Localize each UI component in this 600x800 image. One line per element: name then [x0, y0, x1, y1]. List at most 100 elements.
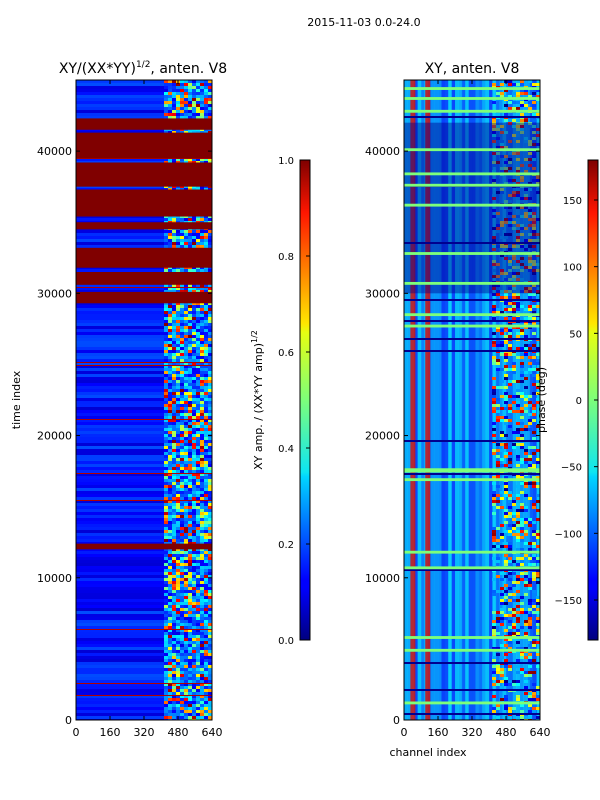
left-heat-cell — [76, 446, 164, 449]
right-heat-cell — [532, 332, 536, 335]
left-heat-cell — [168, 110, 172, 113]
left-heat-cell — [188, 113, 192, 116]
right-heat-cell — [516, 431, 520, 434]
left-heat-cell — [188, 344, 192, 347]
left-heat-cell — [184, 242, 188, 245]
right-heat-cell — [492, 305, 496, 308]
right-heat-cell — [508, 638, 512, 641]
right-heat-cell — [528, 614, 532, 617]
left-heat-cell — [204, 320, 208, 323]
left-heat-cell — [176, 365, 180, 368]
right-heat-cell — [512, 305, 516, 308]
right-heat-cell — [532, 590, 536, 593]
left-heat-cell — [192, 482, 196, 485]
right-heat-cell — [500, 674, 504, 677]
right-heat-cell — [504, 446, 508, 449]
right-heat-cell — [504, 359, 508, 362]
left-heat-cell — [168, 335, 172, 338]
left-heat-cell — [164, 497, 168, 500]
right-heat-cell — [504, 419, 508, 422]
right-heat-cell — [536, 296, 540, 299]
left-heat-cell — [192, 107, 196, 110]
right-heat-cell — [536, 632, 540, 635]
left-heat-cell — [208, 386, 212, 389]
left-heat-cell — [192, 689, 196, 692]
left-heat-cell — [192, 377, 196, 380]
right-heat-cell — [496, 92, 500, 95]
right-heat-cell — [508, 308, 512, 311]
left-heat-cell — [204, 656, 208, 659]
right-heat-cell — [516, 611, 520, 614]
right-channel-stripe — [468, 80, 473, 720]
right-heat-cell — [516, 191, 520, 194]
right-heat-cell — [532, 671, 536, 674]
left-heat-cell — [208, 482, 212, 485]
right-heat-cell — [516, 128, 520, 131]
left-heat-cell — [172, 419, 176, 422]
right-heat-cell — [524, 194, 528, 197]
left-heat-cell — [188, 458, 192, 461]
right-heat-cell — [532, 407, 536, 410]
right-heat-cell — [496, 245, 500, 248]
right-heat-cell — [532, 704, 536, 707]
left-heat-cell — [200, 338, 204, 341]
right-heat-cell — [520, 407, 524, 410]
right-heat-cell — [492, 134, 496, 137]
left-heat-cell — [196, 335, 200, 338]
right-heat-cell — [504, 335, 508, 338]
left-heat-cell — [192, 500, 196, 503]
left-heat-cell — [188, 89, 192, 92]
left-heat-line — [76, 287, 212, 288]
right-heat-cell — [528, 164, 532, 167]
right-heat-cell — [536, 290, 540, 293]
left-heat-line — [76, 473, 212, 474]
left-heat-cell — [164, 536, 168, 539]
left-heat-cell — [204, 665, 208, 668]
left-heat-cell — [188, 323, 192, 326]
right-heat-cell — [516, 530, 520, 533]
left-heat-cell — [208, 425, 212, 428]
left-heat-cell — [164, 86, 168, 89]
left-heat-cell — [200, 308, 204, 311]
right-heat-cell — [500, 680, 504, 683]
left-heat-cell — [184, 320, 188, 323]
left-heat-cell — [204, 563, 208, 566]
left-heat-cell — [76, 383, 164, 386]
left-heat-cell — [188, 317, 192, 320]
left-heat-cell — [192, 434, 196, 437]
left-heat-cell — [172, 611, 176, 614]
right-heat-cell — [524, 344, 528, 347]
left-heat-cell — [192, 422, 196, 425]
left-heat-cell — [176, 233, 180, 236]
right-heat-cell — [504, 653, 508, 656]
left-heat-cell — [180, 338, 184, 341]
left-heat-cell — [176, 92, 180, 95]
right-heat-cell — [504, 398, 508, 401]
left-heat-cell — [196, 557, 200, 560]
left-heat-cell — [176, 425, 180, 428]
right-heat-cell — [532, 353, 536, 356]
left-heat-cell — [188, 326, 192, 329]
left-heat-cell — [172, 389, 176, 392]
left-heat-cell — [168, 83, 172, 86]
right-heat-cell — [504, 698, 508, 701]
right-heat-cell — [528, 617, 532, 620]
right-heat-cell — [528, 692, 532, 695]
left-heat-cell — [164, 80, 168, 83]
right-heat-cell — [504, 146, 508, 149]
left-heat-cell — [168, 443, 172, 446]
right-heat-cell — [536, 602, 540, 605]
right-heat-cell — [512, 155, 516, 158]
left-heat-cell — [200, 692, 204, 695]
left-heat-cell — [208, 617, 212, 620]
left-heat-cell — [76, 581, 164, 584]
left-heat-cell — [204, 317, 208, 320]
left-heat-cell — [168, 479, 172, 482]
left-heat-cell — [188, 572, 192, 575]
right-heat-cell — [520, 671, 524, 674]
right-heat-cell — [492, 389, 496, 392]
left-heat-cell — [164, 404, 168, 407]
right-heat-cell — [512, 623, 516, 626]
right-heat-cell — [516, 476, 520, 479]
left-heat-cell — [196, 386, 200, 389]
